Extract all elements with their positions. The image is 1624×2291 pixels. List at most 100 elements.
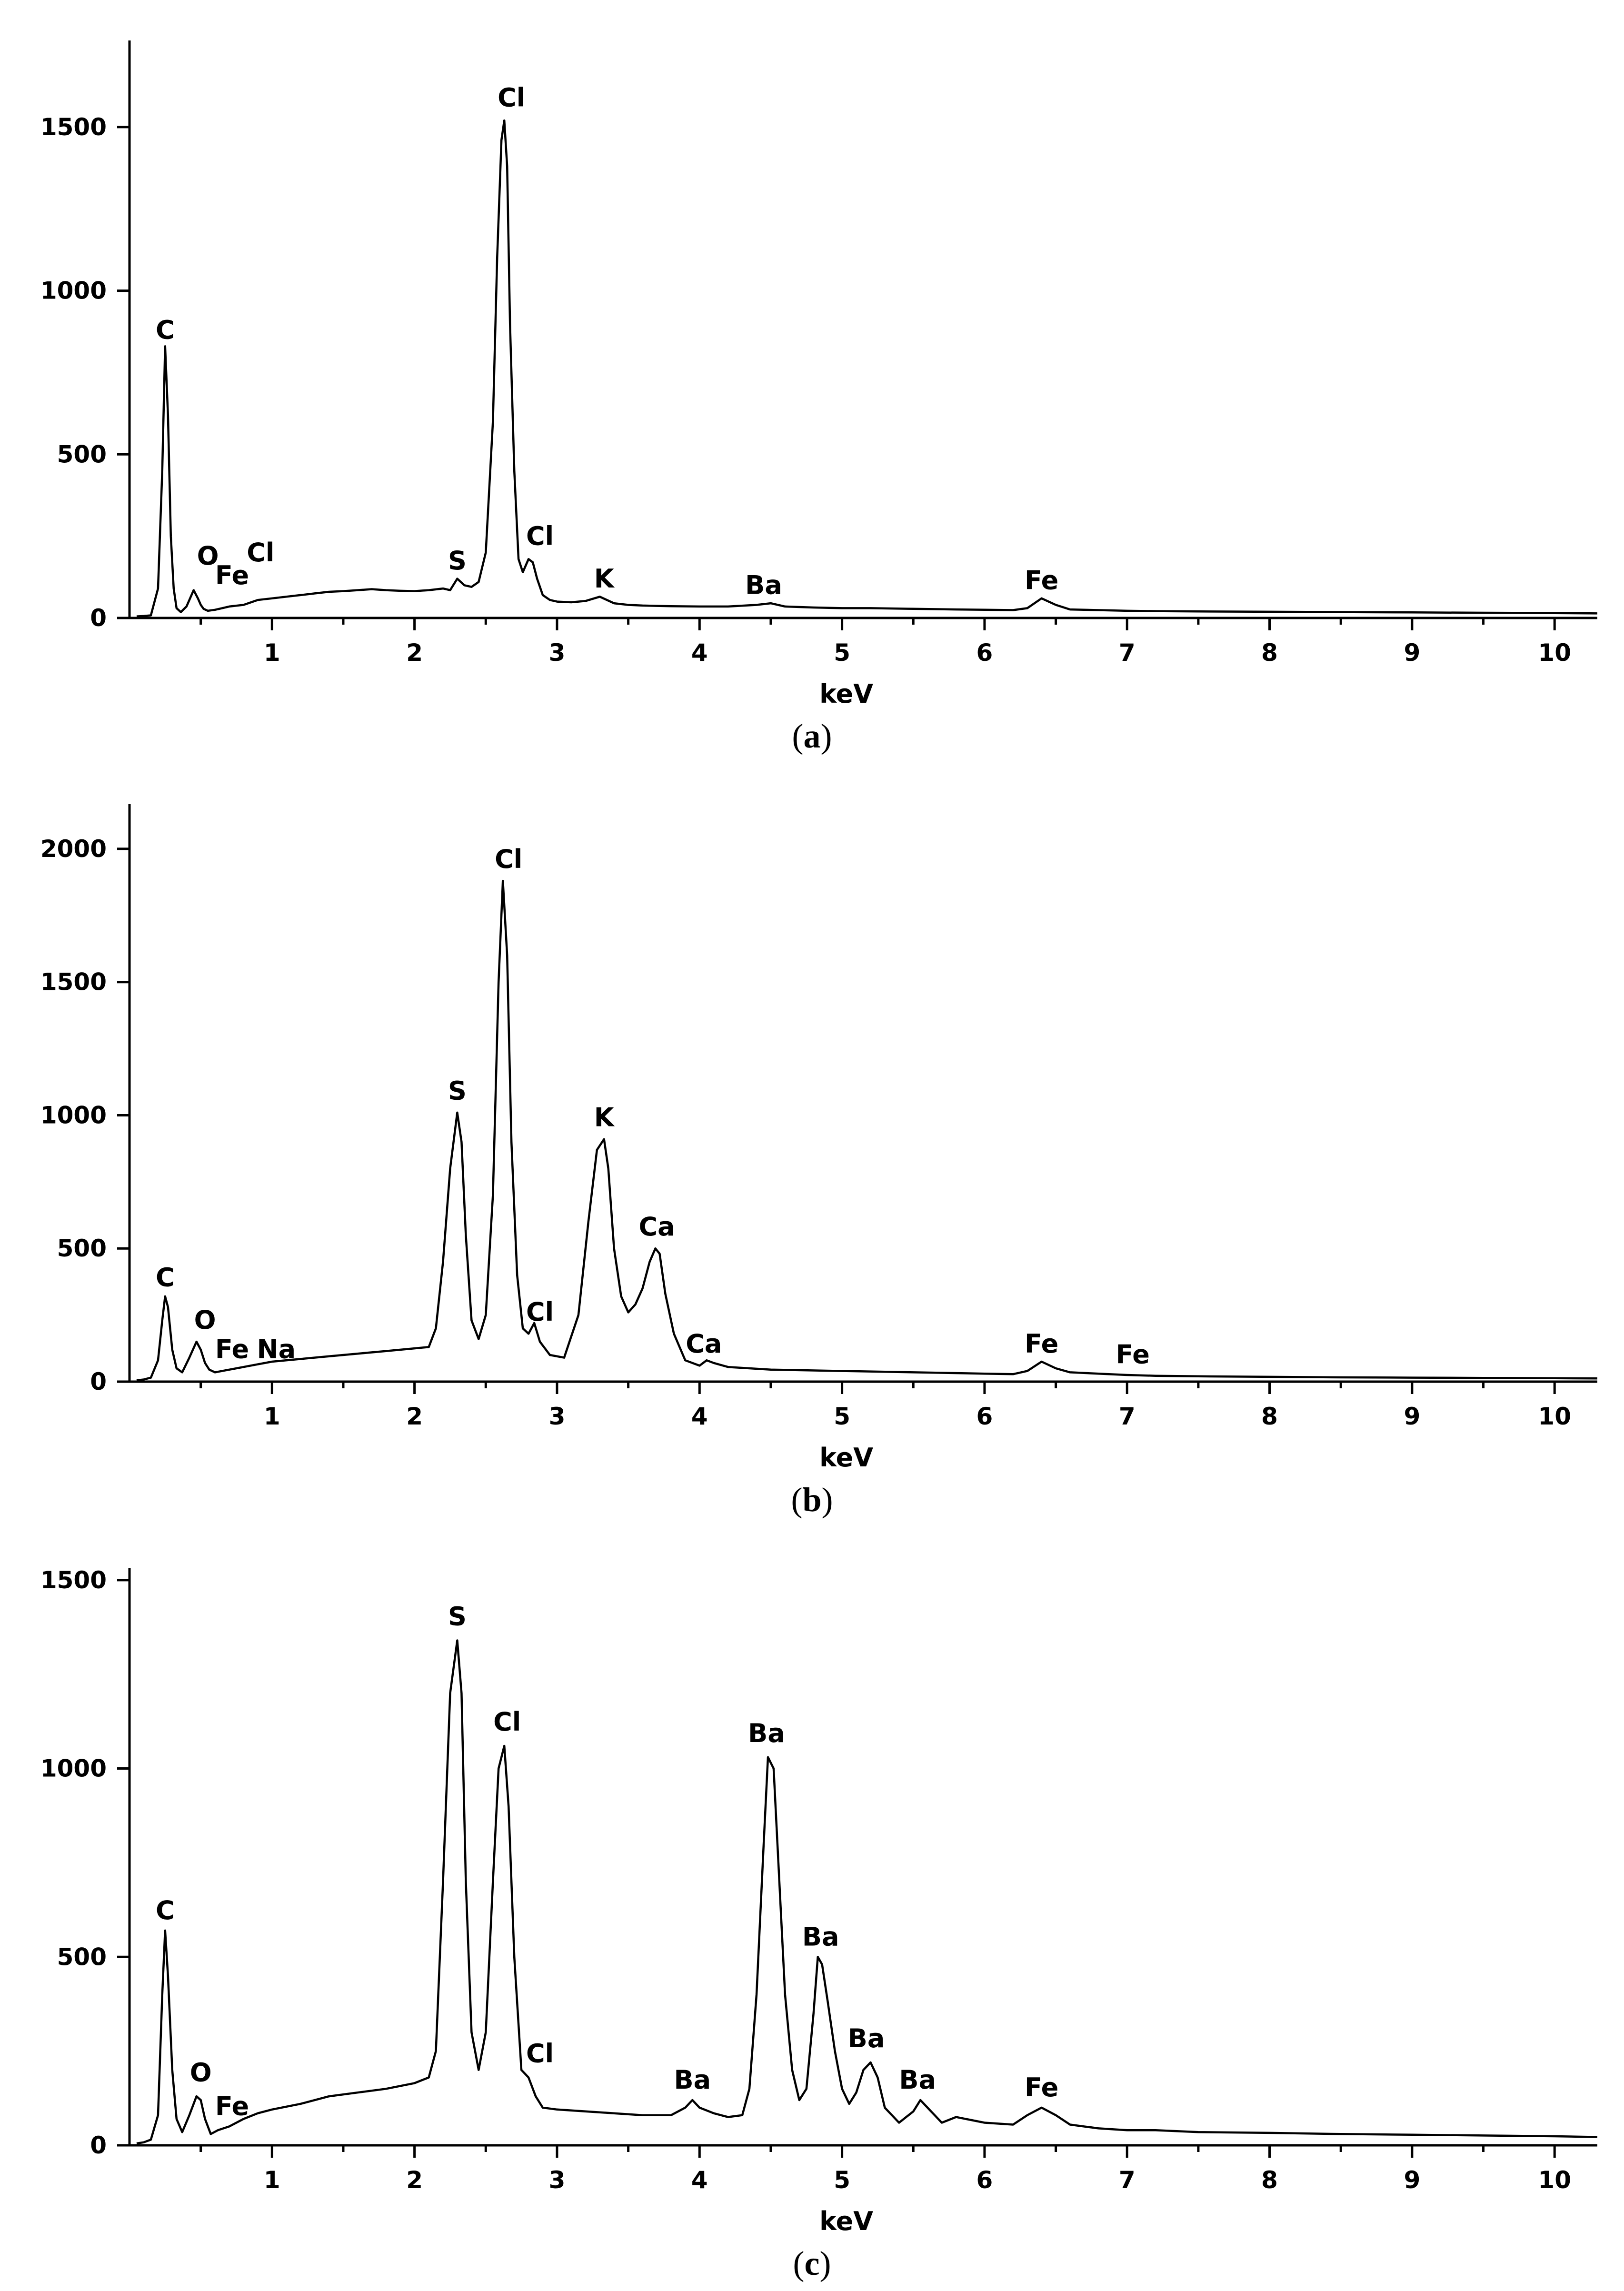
peak-label: S: [448, 1076, 467, 1106]
peak-label: S: [448, 1602, 467, 1632]
peak-label: O: [190, 2057, 212, 2087]
x-tick-label: 1: [264, 1403, 280, 1430]
x-tick-label: 3: [549, 2166, 566, 2194]
y-tick-label: 500: [57, 1235, 107, 1262]
x-tick-label: 4: [691, 639, 708, 667]
caption-close-paren: ): [821, 1481, 833, 1519]
y-tick-label: 1000: [40, 1101, 107, 1129]
x-tick-label: 5: [834, 2166, 850, 2194]
spectrum-series-line: [136, 119, 1598, 618]
caption-close-paren: ): [820, 717, 832, 755]
x-tick-label: 4: [691, 2166, 708, 2194]
peak-label: Cl: [498, 82, 525, 112]
peak-label: K: [594, 1103, 615, 1133]
x-tick-label: 7: [1119, 1403, 1136, 1430]
caption-close-paren: ): [819, 2244, 831, 2282]
y-tick-label: 1000: [40, 277, 107, 305]
peak-label: O: [197, 541, 219, 571]
x-tick-label: 8: [1261, 2166, 1278, 2194]
x-tick-label: 5: [834, 639, 850, 667]
peak-label: Na: [257, 1334, 296, 1364]
caption-label: b: [802, 1481, 822, 1519]
x-axis-title: keV: [819, 679, 873, 709]
peak-label: S: [448, 546, 467, 576]
peak-label: Fe: [215, 2092, 249, 2122]
x-tick-label: 2: [406, 2166, 423, 2194]
spectrum-panel-c: 0 500 1000 1500 1 2 3 4 5 6 7 8 9 10 keV C O Fe S Cl Cl Ba Ba B…: [0, 1527, 1624, 2291]
peak-label: Ba: [745, 570, 782, 600]
peak-label: Fe: [1116, 1340, 1150, 1370]
x-tick-label: 2: [406, 1403, 423, 1430]
x-tick-label: 1: [264, 639, 280, 667]
y-tick-label: 2000: [40, 835, 107, 863]
y-tick-label: 1500: [40, 968, 107, 996]
caption-c: (c): [0, 2244, 1624, 2283]
x-tick-label: 2: [406, 639, 423, 667]
peak-label: Cl: [495, 844, 522, 874]
peak-label: Fe: [1025, 565, 1058, 595]
y-tick-label: 1500: [40, 1566, 107, 1594]
x-tick-label: 1: [264, 2166, 280, 2194]
peak-label: Ba: [899, 2065, 936, 2095]
x-tick-label: 8: [1261, 1403, 1278, 1430]
peak-label: Ba: [748, 1718, 785, 1748]
peak-label: K: [594, 564, 615, 594]
caption-a: (a): [0, 717, 1624, 756]
y-tick-label: 0: [90, 2132, 107, 2159]
peak-label: Ca: [638, 1212, 675, 1242]
peak-label: Ba: [674, 2065, 711, 2095]
y-tick-label: 1000: [40, 1755, 107, 1783]
caption-label: a: [803, 717, 821, 755]
x-tick-label: 10: [1538, 1403, 1571, 1430]
peak-label: Cl: [493, 1707, 521, 1737]
spectrum-panel-a: 0 500 1000 1500 1 2 3 4 5 6 7 8 9 10 keV C O Fe Cl S Cl Cl K Ba…: [0, 0, 1624, 764]
x-tick-label: 7: [1119, 2166, 1136, 2194]
peak-label: Ca: [686, 1329, 722, 1359]
x-tick-label: 7: [1119, 639, 1136, 667]
x-tick-label: 6: [976, 639, 993, 667]
peak-label: Cl: [526, 1297, 554, 1327]
peak-label: C: [156, 315, 175, 345]
x-tick-label: 9: [1404, 2166, 1420, 2194]
peak-label: O: [194, 1305, 216, 1335]
caption-open-paren: (: [792, 717, 804, 755]
peak-label: Fe: [215, 560, 249, 590]
caption-open-paren: (: [793, 2244, 805, 2282]
x-tick-label: 6: [976, 1403, 993, 1430]
x-tick-label: 8: [1261, 639, 1278, 667]
x-tick-label: 10: [1538, 639, 1571, 667]
peak-label: Cl: [526, 521, 554, 551]
x-tick-label: 6: [976, 2166, 993, 2194]
peak-label: Fe: [1025, 2072, 1058, 2102]
peak-label: Cl: [247, 538, 274, 568]
y-tick-label: 500: [57, 440, 107, 468]
peak-label: Fe: [1025, 1329, 1058, 1359]
y-tick-label: 500: [57, 1943, 107, 1971]
spectrum-series-line: [136, 879, 1598, 1382]
y-tick-label: 0: [90, 1368, 107, 1395]
caption-b: (b): [0, 1480, 1624, 1520]
x-tick-label: 9: [1404, 639, 1420, 667]
peak-label: C: [156, 1262, 175, 1292]
peak-label: Fe: [215, 1334, 249, 1364]
x-tick-label: 9: [1404, 1403, 1420, 1430]
x-tick-label: 10: [1538, 2166, 1571, 2194]
y-tick-label: 1500: [40, 113, 107, 141]
spectrum-panel-b: 0 500 1000 1500 2000 1 2 3 4 5 6 7 8 9 10 keV C O Fe Na S Cl C…: [0, 764, 1624, 1527]
x-tick-label: 5: [834, 1403, 850, 1430]
peak-label: C: [156, 1895, 175, 1925]
caption-label: c: [804, 2244, 820, 2282]
caption-open-paren: (: [791, 1481, 803, 1519]
peak-label: Ba: [848, 2023, 885, 2053]
x-tick-label: 3: [549, 1403, 566, 1430]
x-tick-label: 3: [549, 639, 566, 667]
peak-label: Ba: [802, 1922, 839, 1952]
x-axis-title: keV: [819, 2206, 873, 2236]
x-axis-title: keV: [819, 1443, 873, 1473]
x-tick-label: 4: [691, 1403, 708, 1430]
y-tick-label: 0: [90, 604, 107, 632]
spectrum-series-line: [136, 1639, 1598, 2145]
